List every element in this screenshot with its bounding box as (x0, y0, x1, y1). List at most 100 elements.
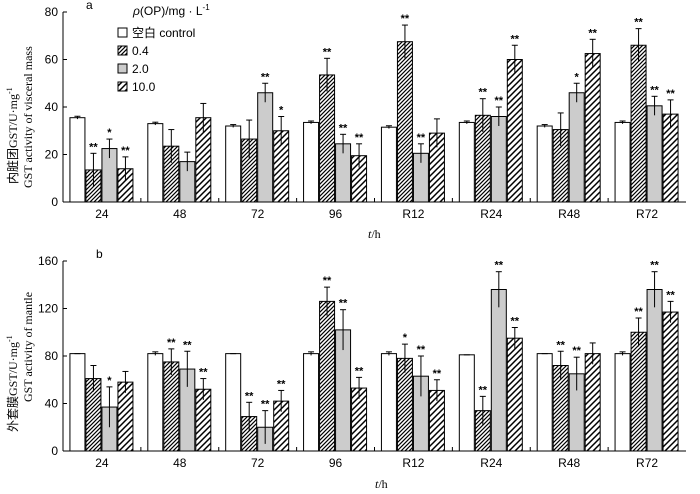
significance-mark-a: ** (339, 122, 348, 134)
legend-swatch-10-0 (117, 81, 128, 92)
bar-a-R48-s2 (568, 92, 585, 203)
significance-mark-a: ** (511, 33, 520, 45)
x-tick-label-a: R48 (558, 207, 580, 221)
panel-a-ylabel-cn-main: 内脏团GST/U·mg (5, 94, 20, 184)
bar-b-R48-s3 (584, 353, 601, 452)
panel-b-ylabel-en: GST activity of mantle (21, 292, 35, 402)
bar-b-96-s0 (303, 353, 320, 452)
significance-mark-b: ** (245, 390, 254, 402)
x-tick-label-a: 48 (173, 207, 187, 221)
y-tick-label-b: 0 (51, 444, 58, 458)
legend-title: ρ(OP)/mg · L-1 (132, 3, 210, 18)
y-tick-label-a: 0 (51, 195, 58, 209)
x-tick-label-a: 96 (329, 207, 343, 221)
bar-a-72-s2 (257, 92, 274, 203)
y-tick-label-b: 120 (38, 302, 58, 316)
legend-label-0-4: 0.4 (132, 44, 149, 58)
panel-b-ylabel-cn: 外套膜GST/U·mg-1 (5, 335, 20, 432)
significance-mark-b: ** (277, 378, 286, 390)
panel-b-xlabel-unit: /h (378, 477, 387, 491)
significance-mark-a: ** (355, 132, 364, 144)
significance-mark-b: ** (634, 306, 643, 318)
bar-a-R72-s1 (630, 44, 647, 203)
significance-mark-a: * (107, 127, 112, 139)
bar-a-R12-s1 (396, 41, 413, 203)
bar-b-R72-s1 (630, 331, 647, 452)
bar-b-48-s0 (147, 353, 164, 452)
bar-b-R72-s2 (646, 289, 663, 452)
significance-mark-b: ** (666, 289, 675, 301)
panel-a-letter: a (86, 0, 93, 12)
bar-a-R48-s0 (536, 125, 553, 203)
significance-mark-b: ** (355, 365, 364, 377)
panel-b-plot: 0 40 80 120 160 24 * 48 ** ** ** 72 ** ** ** 96 ** ** ** R1… (38, 254, 686, 470)
panel-a-ylabel-cn-sup: -1 (5, 87, 14, 94)
bar-a-R24-s3 (506, 59, 523, 203)
panel-a: a 内脏团GST/U·mg-1 GST activity of visceral… (5, 0, 686, 241)
x-tick-label-b: R72 (636, 456, 658, 470)
bar-a-R48-s3 (584, 53, 601, 203)
panel-b-ylabel-cn-main: 外套膜GST/U·mg (6, 342, 20, 432)
significance-mark-a: ** (261, 71, 270, 83)
x-tick-label-b: R24 (480, 456, 502, 470)
bar-a-R24-s0 (458, 121, 475, 203)
significance-mark-b: ** (323, 275, 332, 287)
x-tick-label-b: 96 (329, 456, 343, 470)
bar-a-R72-s0 (614, 121, 631, 203)
panel-b-ylabel-cn-sup: -1 (5, 335, 14, 342)
bar-b-R72-s3 (662, 311, 679, 452)
bar-a-R24-s2 (490, 116, 507, 203)
significance-mark-b: * (403, 332, 408, 344)
x-tick-label-b: 72 (251, 456, 265, 470)
significance-mark-a: ** (650, 84, 659, 96)
panel-b-xlabel-t: t (375, 477, 379, 491)
legend-label-control: 空白 control (132, 25, 195, 40)
panel-b-letter: b (96, 247, 103, 261)
bar-a-R72-s2 (646, 105, 663, 203)
panel-a-xlabel: t/h (368, 227, 381, 241)
significance-mark-a: ** (121, 145, 130, 157)
legend-swatch-0-4 (117, 45, 128, 56)
x-tick-label-a: R24 (480, 207, 502, 221)
bar-a-48-s0 (147, 123, 164, 203)
bar-b-72-s0 (225, 353, 242, 452)
significance-mark-b: * (107, 375, 112, 387)
y-tick-label-a: 20 (45, 148, 59, 162)
panel-b: b 外套膜GST/U·mg-1 GST activity of mantle t… (5, 247, 686, 491)
significance-mark-b: ** (199, 367, 208, 379)
x-tick-label-b: R48 (558, 456, 580, 470)
x-tick-label-b: R12 (402, 456, 424, 470)
significance-mark-b: ** (261, 399, 270, 411)
significance-mark-a: ** (479, 87, 488, 99)
significance-mark-b: ** (167, 337, 176, 349)
significance-mark-a: ** (495, 95, 504, 107)
bar-b-R24-s0 (458, 354, 475, 452)
x-tick-label-b: 24 (95, 456, 109, 470)
bar-b-48-s1 (163, 361, 180, 452)
bar-b-96-s1 (319, 300, 336, 452)
panel-b-xlabel: t/h (375, 477, 388, 491)
significance-mark-b: ** (572, 345, 581, 357)
bar-a-96-s0 (303, 121, 320, 203)
significance-mark-a: ** (417, 132, 426, 144)
legend-title-sup: -1 (203, 3, 211, 12)
significance-mark-a: ** (588, 27, 597, 39)
significance-mark-b: ** (650, 260, 659, 272)
significance-mark-a: ** (634, 17, 643, 29)
significance-mark-b: ** (417, 344, 426, 356)
y-tick-label-b: 160 (38, 254, 58, 268)
bar-a-96-s1 (319, 74, 336, 203)
legend-title-rho: ρ (132, 4, 140, 18)
significance-mark-a: * (279, 105, 284, 117)
significance-mark-a: * (575, 71, 580, 83)
legend-swatch-2-0 (117, 63, 128, 74)
x-tick-label-b: 48 (173, 456, 187, 470)
y-tick-label-a: 80 (45, 5, 59, 19)
bar-b-R72-s0 (614, 353, 631, 452)
significance-mark-b: ** (433, 368, 442, 380)
y-tick-label-b: 80 (45, 349, 59, 363)
significance-mark-b: ** (339, 298, 348, 310)
panel-a-ylabel-en: GST activity of visceral mass (21, 46, 35, 188)
